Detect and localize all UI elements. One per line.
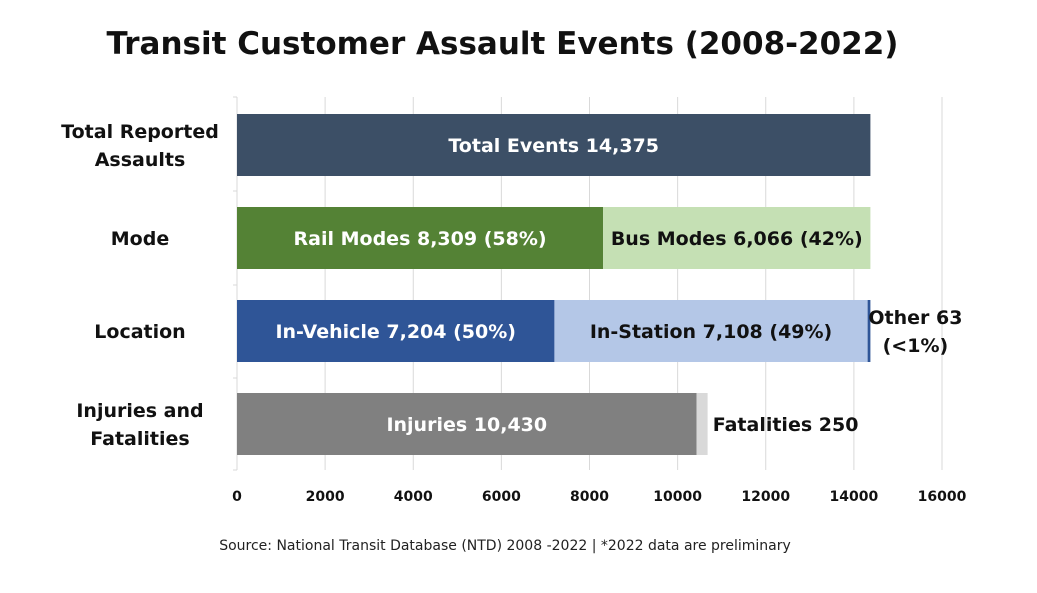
x-tick-label: 2000 xyxy=(306,489,345,505)
bar-label-outside: (<1%) xyxy=(883,335,949,357)
category-label: Injuries and xyxy=(76,400,203,422)
bar-segment xyxy=(237,393,697,455)
category-label: Total Reported xyxy=(61,121,219,143)
bar-label: Bus Modes 6,066 (42%) xyxy=(611,228,863,250)
chart-title: Transit Customer Assault Events (2008-20… xyxy=(106,26,899,62)
x-tick-label: 4000 xyxy=(394,489,433,505)
bar-label-outside: Fatalities 250 xyxy=(713,414,859,436)
category-label: Mode xyxy=(111,228,169,250)
bar-segment xyxy=(237,207,604,269)
bar-label: Rail Modes 8,309 (58%) xyxy=(294,228,547,250)
x-tick-label: 16000 xyxy=(918,489,967,505)
bar-label: Injuries 10,430 xyxy=(386,414,547,436)
x-tick-label: 6000 xyxy=(482,489,521,505)
x-tick-label: 8000 xyxy=(570,489,609,505)
bar-segment xyxy=(554,300,868,362)
x-tick-label: 12000 xyxy=(741,489,790,505)
category-label: Location xyxy=(94,321,185,343)
bar-segment xyxy=(867,300,871,362)
bar-segment xyxy=(696,393,708,455)
x-tick-label: 0 xyxy=(232,489,242,505)
category-label: Assaults xyxy=(95,149,186,171)
bar-label: In-Vehicle 7,204 (50%) xyxy=(275,321,516,343)
bar-label-outside: Other 63 xyxy=(868,307,962,329)
x-tick-label: 10000 xyxy=(653,489,702,505)
x-tick-label: 14000 xyxy=(830,489,879,505)
bar-label: Total Events 14,375 xyxy=(448,135,659,157)
category-label: Fatalities xyxy=(90,428,189,450)
bar-segment xyxy=(237,300,555,362)
source-note: Source: National Transit Database (NTD) … xyxy=(219,538,791,554)
bar-segment xyxy=(603,207,871,269)
bar-label: In-Station 7,108 (49%) xyxy=(590,321,832,343)
bar-segment xyxy=(237,114,871,176)
